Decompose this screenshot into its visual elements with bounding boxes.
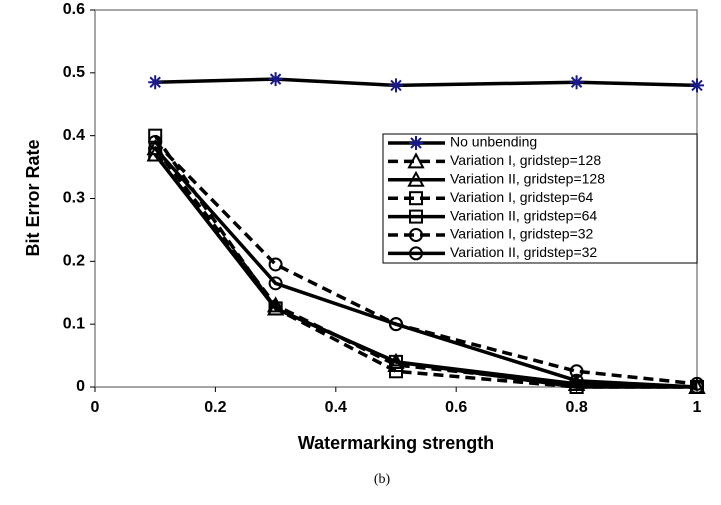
series-line [153, 147, 698, 389]
series-line [153, 153, 697, 389]
legend-label: Variation II, gridstep=128 [450, 171, 605, 187]
marker [389, 78, 403, 93]
y-tick-label: 0.4 [63, 127, 85, 144]
legend-label: Variation I, gridstep=32 [450, 226, 594, 242]
marker [148, 75, 163, 90]
marker [148, 141, 163, 156]
marker [567, 374, 586, 391]
marker [569, 364, 584, 379]
y-tick-label: 0.2 [63, 253, 85, 270]
marker [690, 380, 704, 394]
marker [409, 228, 423, 242]
legend-box [382, 133, 698, 264]
x-tick-label: 0.2 [204, 399, 226, 416]
y-axis-title: Bit Error Rate [23, 139, 43, 256]
x-axis-title: Watermarking strength [298, 433, 494, 453]
marker [409, 191, 423, 206]
marker [409, 136, 423, 150]
marker [268, 301, 283, 316]
legend-label: Variation I, gridstep=64 [450, 189, 594, 205]
y-tick-label: 0.3 [63, 190, 85, 207]
marker [409, 209, 423, 224]
marker [407, 152, 425, 169]
marker [409, 246, 423, 261]
marker [268, 257, 283, 272]
marker [690, 78, 704, 93]
marker [148, 134, 163, 149]
y-tick-label: 0.6 [63, 1, 85, 18]
marker [389, 354, 403, 369]
marker [569, 75, 584, 90]
marker [569, 373, 584, 388]
marker [268, 276, 283, 291]
series-line [155, 77, 698, 88]
x-tick-label: 0 [91, 399, 100, 416]
y-tick-label: 0 [76, 378, 85, 395]
y-tick-label: 0.5 [63, 64, 85, 81]
x-tick-label: 0.4 [325, 399, 347, 416]
marker [268, 72, 283, 87]
x-tick-label: 0.6 [445, 399, 467, 416]
legend-label: Variation II, gridstep=32 [450, 244, 597, 260]
legend-label: Variation II, gridstep=64 [450, 207, 597, 223]
caption: (b) [374, 472, 391, 487]
x-tick-label: 1 [693, 399, 702, 416]
y-tick-label: 0.1 [63, 315, 85, 332]
legend-label: Variation I, gridstep=128 [450, 152, 601, 168]
series-line [153, 147, 698, 389]
x-tick-label: 0.8 [565, 399, 587, 416]
marker [389, 317, 403, 332]
marker [407, 170, 425, 187]
legend-label: No unbending [450, 134, 537, 150]
marker [389, 364, 403, 379]
